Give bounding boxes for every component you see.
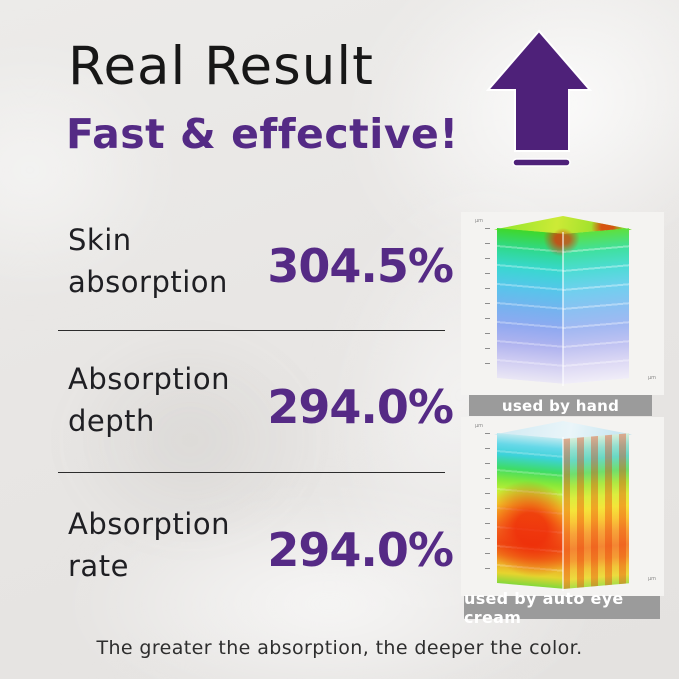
- stat-label-line1: Skin: [68, 223, 132, 257]
- stat-label-line2: absorption: [68, 265, 228, 299]
- stat-label: Skin absorption: [68, 219, 456, 303]
- page-subtitle: Fast & effective!: [66, 110, 459, 158]
- up-arrow-graphic: [485, 29, 593, 167]
- width-axis-unit-label: μm: [647, 576, 656, 582]
- stat-label-line1: Absorption: [68, 362, 230, 396]
- stat-value: 294.0%: [267, 380, 454, 434]
- figure-caption-auto-eye-cream: used by auto eye cream: [464, 589, 660, 627]
- stat-label-line1: Absorption: [68, 507, 230, 541]
- depth-axis-ticks: [485, 228, 490, 376]
- heatmap-figure-hand: μm μm: [461, 212, 664, 395]
- heatmap-left-face: [497, 228, 563, 384]
- absorption-heatmap-column: [494, 421, 632, 593]
- absorption-heatmap-column: [494, 216, 632, 388]
- stat-row-absorption-depth: Absorption depth 294.0%: [68, 358, 456, 442]
- divider-line: [58, 330, 445, 331]
- width-axis-unit-label: μm: [647, 375, 656, 381]
- depth-axis-unit-label: μm: [475, 218, 484, 224]
- heatmap-figure-auto-eye-cream: μm μm: [461, 417, 664, 596]
- stat-label-line2: rate: [68, 549, 129, 583]
- stat-row-absorption-rate: Absorption rate 294.0%: [68, 503, 456, 587]
- figure-caption-hand: used by hand: [469, 395, 652, 416]
- stat-label: Absorption rate: [68, 503, 456, 587]
- page-title: Real Result: [68, 36, 374, 97]
- heatmap-right-face: [563, 433, 629, 589]
- depth-axis-unit-label: μm: [475, 423, 484, 429]
- stat-label-line2: depth: [68, 404, 155, 438]
- footer-note: The greater the absorption, the deeper t…: [96, 637, 583, 659]
- stat-label: Absorption depth: [68, 358, 456, 442]
- stat-row-skin-absorption: Skin absorption 304.5%: [68, 219, 456, 303]
- up-arrow-icon: [485, 28, 600, 170]
- prism-edge-highlight: [562, 437, 564, 591]
- stat-value: 294.0%: [267, 523, 454, 577]
- heatmap-right-face: [563, 228, 629, 384]
- stat-value: 304.5%: [267, 239, 454, 293]
- heatmap-left-face: [497, 433, 563, 589]
- depth-axis-ticks: [485, 433, 490, 581]
- divider-line: [58, 472, 445, 473]
- prism-edge-highlight: [562, 232, 564, 386]
